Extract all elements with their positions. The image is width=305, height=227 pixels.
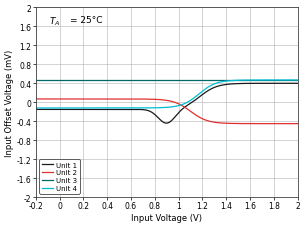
Unit 4 — [214, 83, 217, 85]
Text: $T_A$: $T_A$ — [49, 16, 60, 28]
Unit 1 — [243, 83, 247, 85]
Legend: Unit 1, Unit 2, Unit 3, Unit 4: Unit 1, Unit 2, Unit 3, Unit 4 — [39, 159, 80, 194]
Unit 1 — [140, 109, 143, 111]
Unit 2 — [296, 123, 300, 126]
Unit 2 — [214, 121, 217, 124]
Unit 2 — [149, 98, 153, 101]
Unit 1 — [34, 109, 38, 111]
Unit 2 — [243, 123, 247, 125]
Unit 1 — [149, 111, 153, 114]
Unit 3 — [34, 79, 38, 82]
Unit 4 — [149, 107, 153, 110]
Unit 2 — [238, 123, 242, 125]
Unit 2 — [34, 98, 38, 101]
Unit 1 — [296, 83, 300, 85]
Unit 3 — [243, 79, 247, 82]
Unit 4 — [243, 79, 247, 82]
Line: Unit 2: Unit 2 — [36, 99, 298, 124]
Unit 1 — [164, 122, 168, 125]
Unit 4 — [238, 79, 242, 82]
Line: Unit 1: Unit 1 — [36, 84, 298, 123]
Unit 4 — [296, 79, 300, 82]
Unit 4 — [34, 107, 38, 110]
Y-axis label: Input Offset Voltage (mV): Input Offset Voltage (mV) — [5, 49, 14, 156]
Unit 3 — [214, 79, 217, 82]
Line: Unit 4: Unit 4 — [36, 81, 298, 109]
Unit 3 — [149, 79, 153, 82]
Unit 1 — [214, 86, 218, 89]
Unit 1 — [239, 83, 242, 86]
Text: = 25°C: = 25°C — [70, 16, 102, 25]
Unit 3 — [61, 79, 64, 82]
Unit 3 — [296, 79, 300, 82]
Unit 3 — [140, 79, 143, 82]
Unit 3 — [238, 79, 242, 82]
X-axis label: Input Voltage (V): Input Voltage (V) — [131, 213, 202, 222]
Unit 4 — [61, 107, 64, 110]
Unit 1 — [61, 109, 64, 111]
Unit 4 — [140, 107, 143, 110]
Unit 2 — [140, 98, 143, 101]
Unit 2 — [61, 98, 64, 101]
